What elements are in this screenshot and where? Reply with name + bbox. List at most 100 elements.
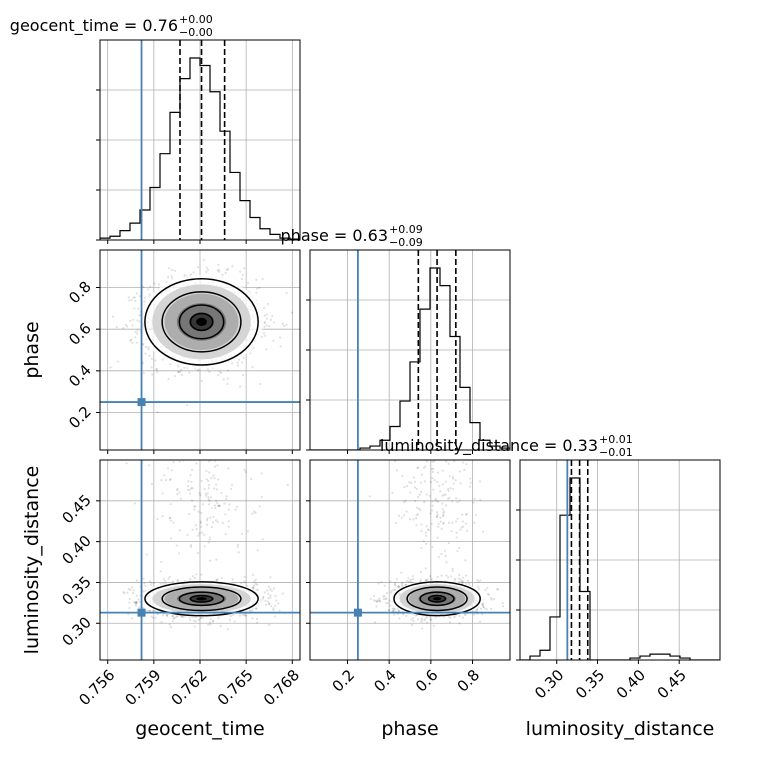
- sample-point: [211, 521, 215, 524]
- sample-point: [243, 580, 246, 583]
- sample-point: [169, 516, 172, 519]
- sample-point: [439, 516, 442, 519]
- sample-point: [208, 499, 211, 503]
- sample-point: [462, 525, 465, 528]
- sample-point: [465, 512, 469, 515]
- sample-point: [188, 371, 191, 374]
- sample-point: [400, 582, 403, 586]
- sample-point: [376, 600, 379, 603]
- sample-point: [265, 317, 269, 320]
- sample-point: [464, 574, 468, 577]
- sample-point: [128, 597, 131, 600]
- sample-point: [447, 489, 450, 492]
- sample-point: [474, 513, 478, 516]
- sample-point: [208, 460, 211, 463]
- sample-point: [134, 600, 137, 604]
- sample-point: [206, 517, 209, 520]
- sample-point: [127, 587, 130, 591]
- sample-point: [431, 467, 435, 470]
- sample-point: [171, 580, 175, 583]
- sample-point: [382, 595, 385, 598]
- sample-point: [440, 552, 443, 556]
- sample-point: [217, 373, 220, 377]
- sample-point: [128, 606, 131, 610]
- sample-point: [441, 508, 444, 511]
- sample-point: [168, 517, 171, 520]
- contour: [161, 586, 242, 612]
- sample-point: [477, 587, 481, 590]
- sample-point: [134, 336, 137, 339]
- sample-point: [193, 508, 196, 511]
- sample-point: [135, 602, 138, 606]
- sample-point: [167, 467, 170, 470]
- sample-point: [260, 335, 264, 339]
- sample-point: [148, 293, 151, 296]
- sample-point: [183, 419, 185, 421]
- sample-point: [274, 615, 277, 618]
- sample-point: [169, 439, 171, 441]
- sample-point: [409, 580, 412, 583]
- sample-point: [202, 258, 206, 261]
- sample-point: [157, 283, 160, 286]
- sample-point: [266, 600, 270, 603]
- sample-point: [449, 487, 452, 490]
- sample-point: [253, 580, 256, 583]
- sample-point: [223, 502, 226, 505]
- sample-point: [215, 483, 218, 486]
- sample-point: [142, 577, 145, 580]
- sample-point: [469, 481, 472, 484]
- sample-point: [254, 582, 258, 585]
- sample-point: [148, 609, 152, 612]
- sample-point: [420, 620, 423, 623]
- sample-point: [263, 314, 266, 317]
- sample-point: [453, 579, 456, 582]
- sample-point: [421, 627, 424, 630]
- sample-point: [269, 594, 272, 597]
- sample-point: [291, 311, 294, 314]
- sample-point: [420, 546, 423, 550]
- sample-point: [147, 348, 150, 351]
- sample-point: [268, 325, 271, 328]
- sample-point: [220, 576, 223, 579]
- sample-point: [411, 578, 415, 581]
- sample-point: [224, 533, 227, 536]
- sample-point: [228, 618, 231, 621]
- sample-point: [199, 521, 203, 524]
- sample-point: [129, 588, 132, 591]
- sample-point: [252, 586, 255, 590]
- sample-point: [161, 515, 164, 518]
- sample-point: [435, 515, 439, 519]
- sample-point: [222, 378, 225, 381]
- sample-point: [137, 307, 140, 310]
- sample-point: [207, 623, 210, 626]
- sample-point: [169, 519, 173, 522]
- sample-point: [136, 319, 139, 322]
- sample-point: [259, 382, 262, 386]
- sample-point: [134, 331, 137, 334]
- sample-point: [420, 529, 423, 533]
- sample-point: [194, 524, 198, 527]
- sample-point: [189, 578, 192, 581]
- sample-point: [213, 487, 216, 490]
- sample-point: [86, 311, 88, 313]
- sample-point: [461, 513, 464, 516]
- sample-point: [217, 270, 220, 273]
- sample-point: [453, 616, 456, 619]
- sample-point: [394, 460, 397, 463]
- sample-point: [226, 628, 229, 631]
- sample-point: [430, 618, 433, 621]
- sample-point: [129, 319, 132, 323]
- sample-point: [209, 516, 212, 519]
- sample-point: [190, 544, 193, 547]
- sample-point: [380, 581, 383, 584]
- sample-point: [249, 352, 252, 355]
- sample-point: [156, 517, 159, 521]
- sample-point: [393, 607, 397, 611]
- sample-point: [237, 551, 240, 554]
- sample-point: [251, 366, 254, 369]
- sample-point: [425, 493, 428, 496]
- sample-point: [215, 558, 218, 561]
- sample-point: [176, 493, 179, 496]
- sample-point: [208, 559, 212, 562]
